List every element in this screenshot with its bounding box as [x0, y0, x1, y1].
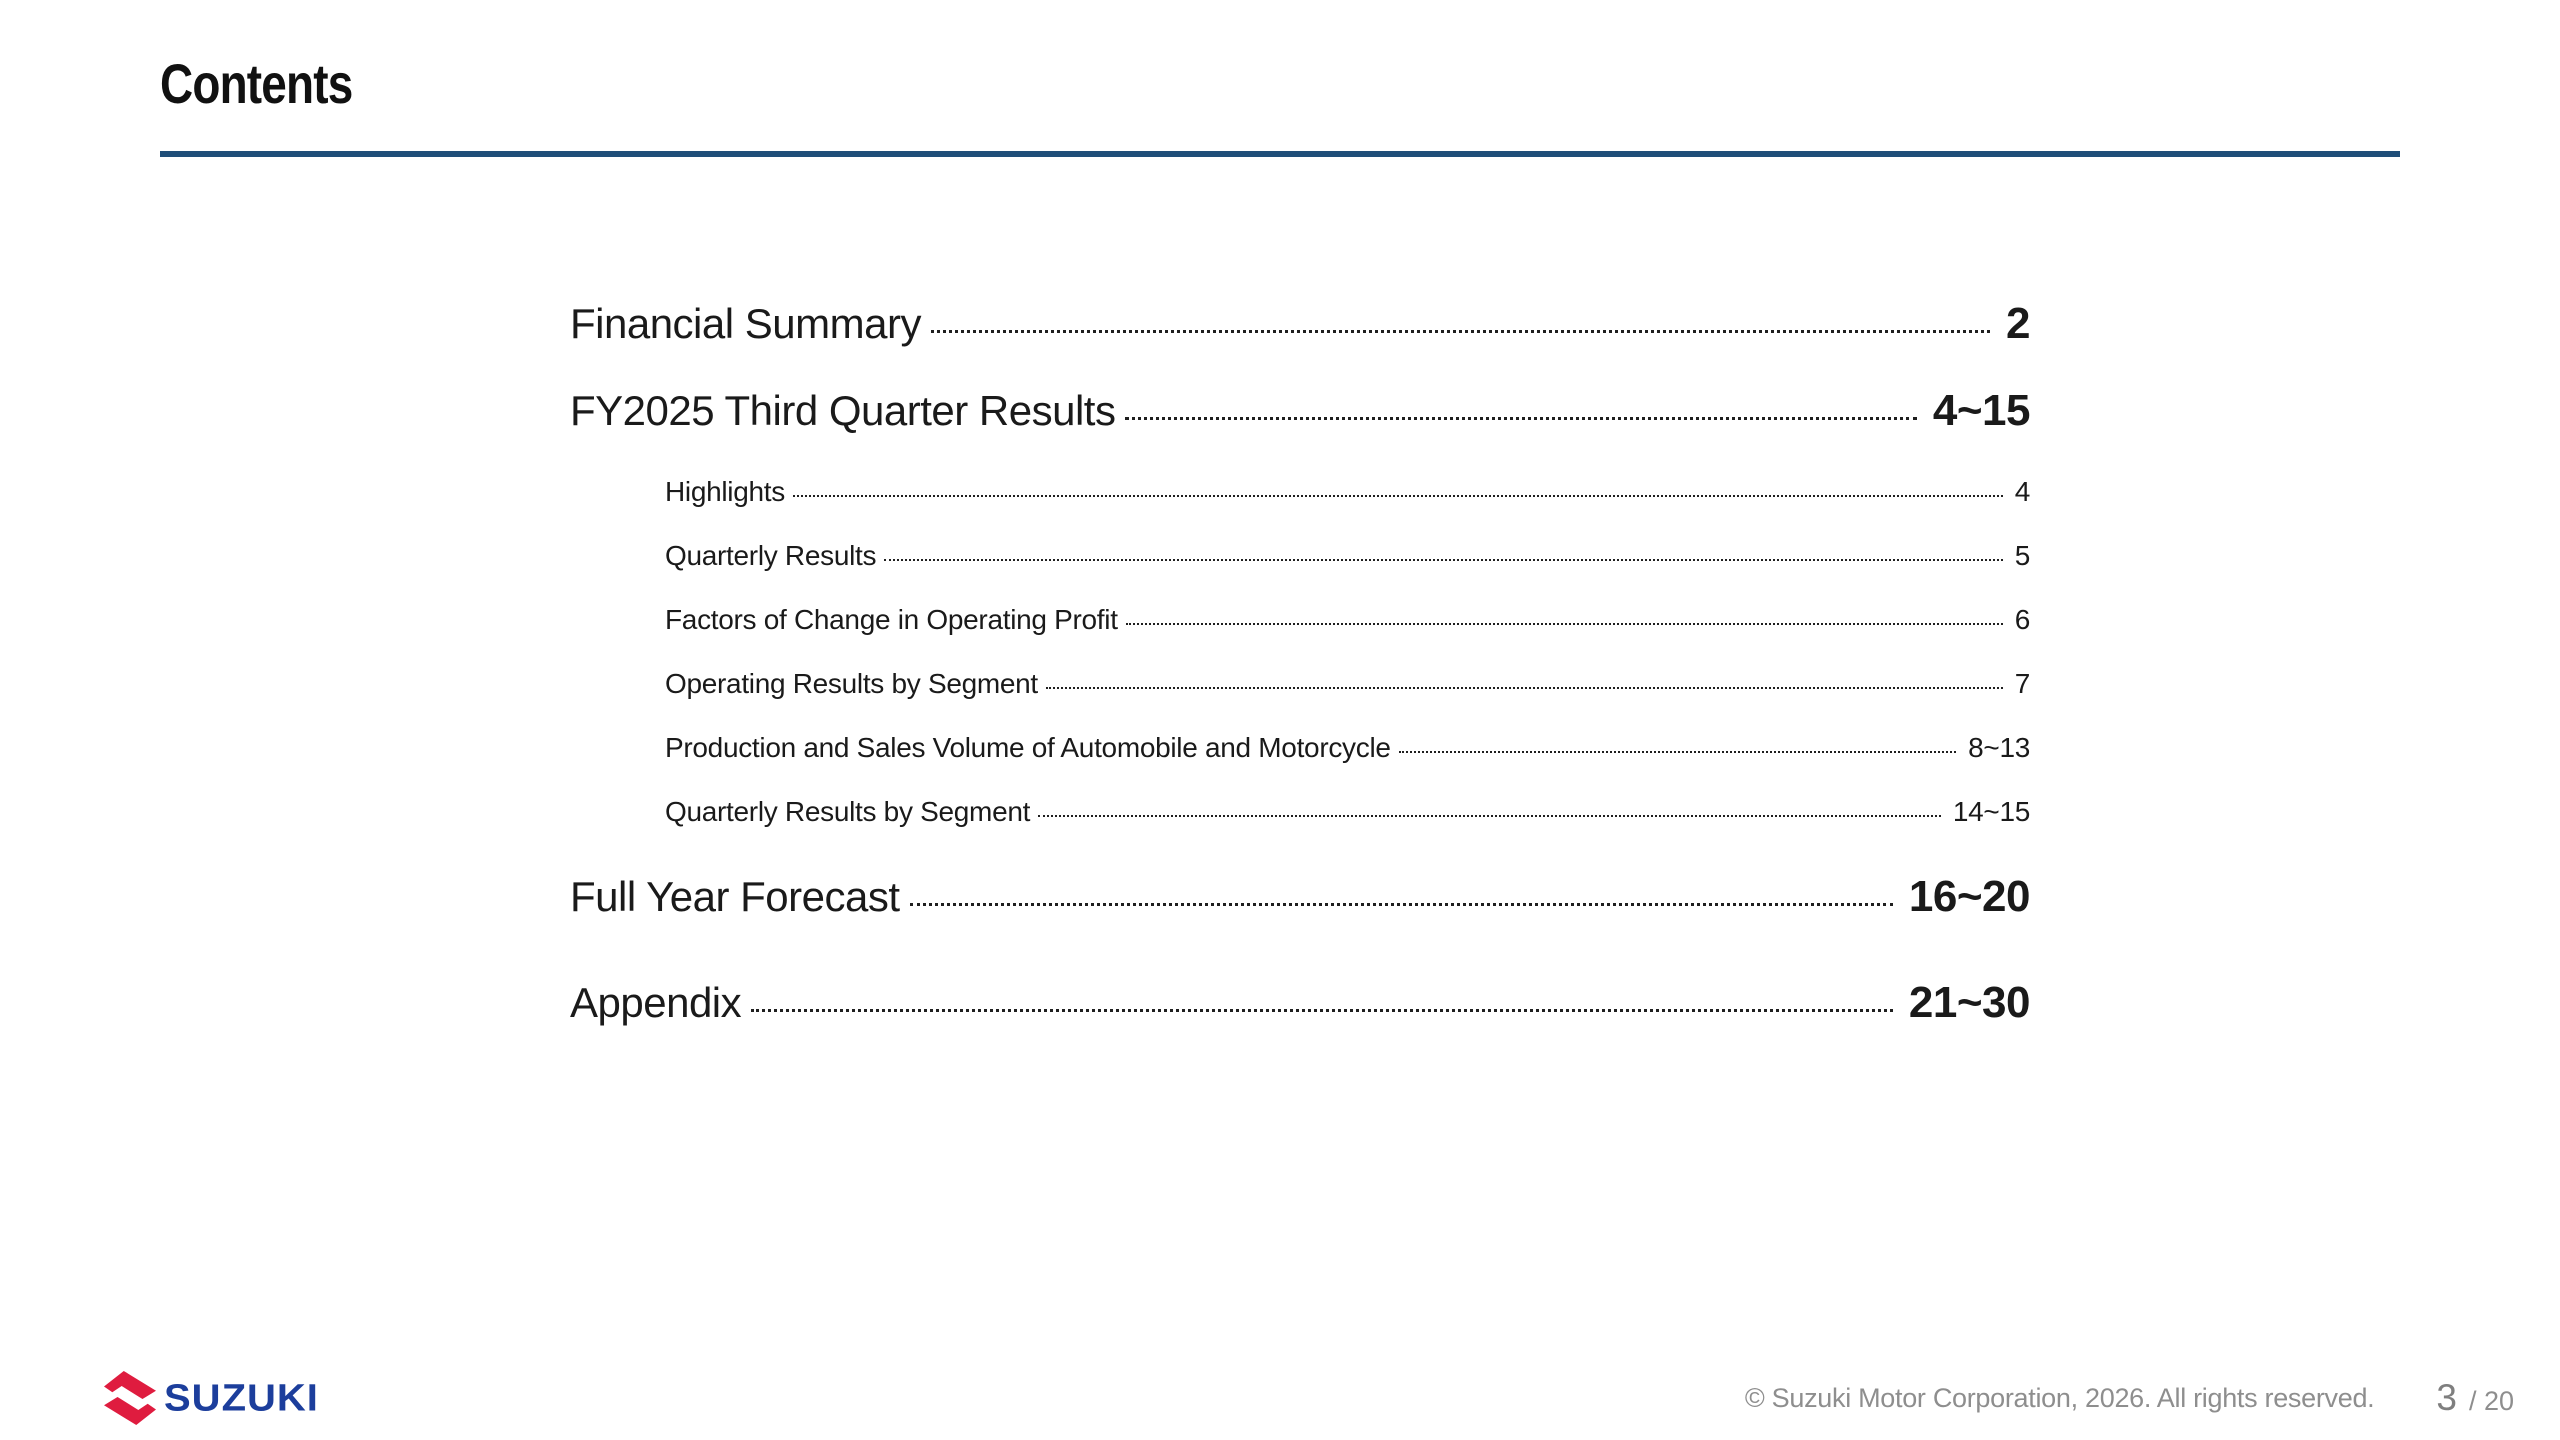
toc-dot-leader: [930, 330, 1991, 333]
toc-entry-label: Operating Results by Segment: [665, 668, 1038, 699]
suzuki-logo: SUZUKI: [104, 1370, 319, 1426]
total-page-count: / 20: [2468, 1386, 2514, 1416]
toc-entry: Factors of Change in Operating Profit 6: [570, 603, 2030, 637]
toc-entry-label: Factors of Change in Operating Profit: [665, 604, 1118, 635]
toc-dot-leader: [884, 559, 2003, 561]
toc-dot-leader: [1398, 751, 1957, 753]
toc-entry-pages: 21~30: [1908, 978, 2031, 1027]
toc-entry-label: Financial Summary: [570, 300, 921, 347]
toc-entry-pages: 14~15: [1952, 796, 2030, 827]
toc-entry-label: Quarterly Results by Segment: [665, 796, 1031, 827]
toc-entry: Financial Summary 2: [570, 300, 2030, 348]
toc-entry-pages: 4: [2014, 476, 2031, 507]
toc-entry: Full Year Forecast 16~20: [570, 872, 2031, 921]
toc-entry: Quarterly Results by Segment 14~15: [570, 795, 2030, 829]
toc-entry: Operating Results by Segment 7: [570, 667, 2030, 701]
slide-footer: SUZUKI © Suzuki Motor Corporation, 2026.…: [104, 1370, 2514, 1426]
toc-dot-leader: [751, 1009, 1893, 1012]
toc-entry: Highlights 4: [570, 475, 2030, 509]
toc-entry-label: Appendix: [570, 979, 742, 1026]
toc-entry: FY2025 Third Quarter Results 4~15: [570, 386, 2031, 435]
title-underline-rule: [160, 151, 2400, 157]
toc-entry: Appendix 21~30: [570, 978, 2031, 1027]
toc-entry-label: Highlights: [665, 476, 785, 507]
toc-entry-pages: 5: [2014, 540, 2031, 571]
toc-entry-pages: 4~15: [1932, 386, 2031, 435]
page-title: Contents: [160, 52, 353, 115]
toc-entry-pages: 2: [2006, 299, 2030, 348]
suzuki-wordmark: SUZUKI: [164, 1377, 319, 1419]
toc-entry-pages: 7: [2014, 668, 2031, 699]
toc-dot-leader: [909, 903, 1893, 906]
toc-dot-leader: [792, 495, 2003, 497]
toc-dot-leader: [1045, 687, 2003, 689]
copyright-text: © Suzuki Motor Corporation, 2026. All ri…: [1744, 1382, 2375, 1413]
toc-entry-label: Full Year Forecast: [570, 873, 900, 920]
table-of-contents: Financial Summary 2 FY2025 Third Quarter R…: [570, 300, 2031, 1027]
toc-entry-label: FY2025 Third Quarter Results: [570, 387, 1116, 434]
suzuki-s-mark-icon: [104, 1370, 156, 1426]
toc-entry-pages: 6: [2014, 604, 2031, 635]
toc-entry: Quarterly Results 5: [570, 539, 2030, 573]
toc-entry-pages: 16~20: [1908, 872, 2031, 921]
toc-dot-leader: [1125, 417, 1917, 420]
toc-entry-pages: 8~13: [1968, 732, 2030, 763]
toc-entry-label: Production and Sales Volume of Automobil…: [665, 732, 1391, 763]
toc-entry-label: Quarterly Results: [665, 540, 877, 571]
current-page-number: 3: [2436, 1377, 2457, 1418]
toc-dot-leader: [1125, 623, 2003, 625]
toc-entry: Production and Sales Volume of Automobil…: [570, 731, 2030, 765]
toc-dot-leader: [1038, 815, 1941, 817]
page-indicator: 3 / 20: [2436, 1377, 2514, 1419]
